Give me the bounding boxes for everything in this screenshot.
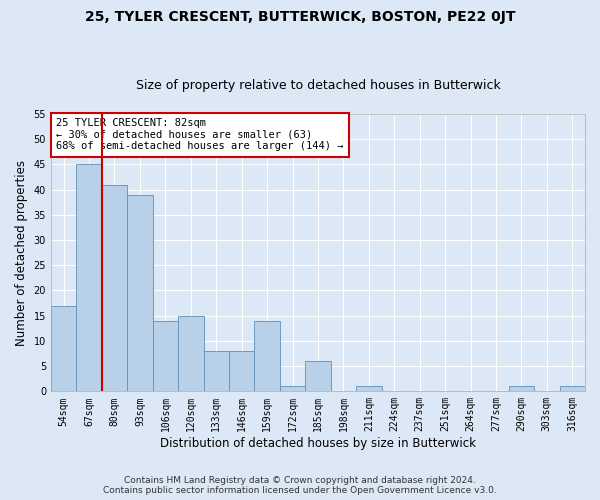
- Bar: [509, 386, 534, 392]
- Text: 25 TYLER CRESCENT: 82sqm
← 30% of detached houses are smaller (63)
68% of semi-d: 25 TYLER CRESCENT: 82sqm ← 30% of detach…: [56, 118, 344, 152]
- X-axis label: Distribution of detached houses by size in Butterwick: Distribution of detached houses by size …: [160, 437, 476, 450]
- Text: Contains HM Land Registry data © Crown copyright and database right 2024.
Contai: Contains HM Land Registry data © Crown c…: [103, 476, 497, 495]
- Title: Size of property relative to detached houses in Butterwick: Size of property relative to detached ho…: [136, 79, 500, 92]
- Bar: [76, 164, 102, 392]
- Bar: [280, 386, 305, 392]
- Bar: [356, 386, 382, 392]
- Bar: [203, 351, 229, 392]
- Bar: [127, 194, 152, 392]
- Bar: [560, 386, 585, 392]
- Bar: [152, 320, 178, 392]
- Bar: [178, 316, 203, 392]
- Y-axis label: Number of detached properties: Number of detached properties: [15, 160, 28, 346]
- Bar: [254, 320, 280, 392]
- Bar: [229, 351, 254, 392]
- Bar: [51, 306, 76, 392]
- Bar: [102, 184, 127, 392]
- Text: 25, TYLER CRESCENT, BUTTERWICK, BOSTON, PE22 0JT: 25, TYLER CRESCENT, BUTTERWICK, BOSTON, …: [85, 10, 515, 24]
- Bar: [305, 361, 331, 392]
